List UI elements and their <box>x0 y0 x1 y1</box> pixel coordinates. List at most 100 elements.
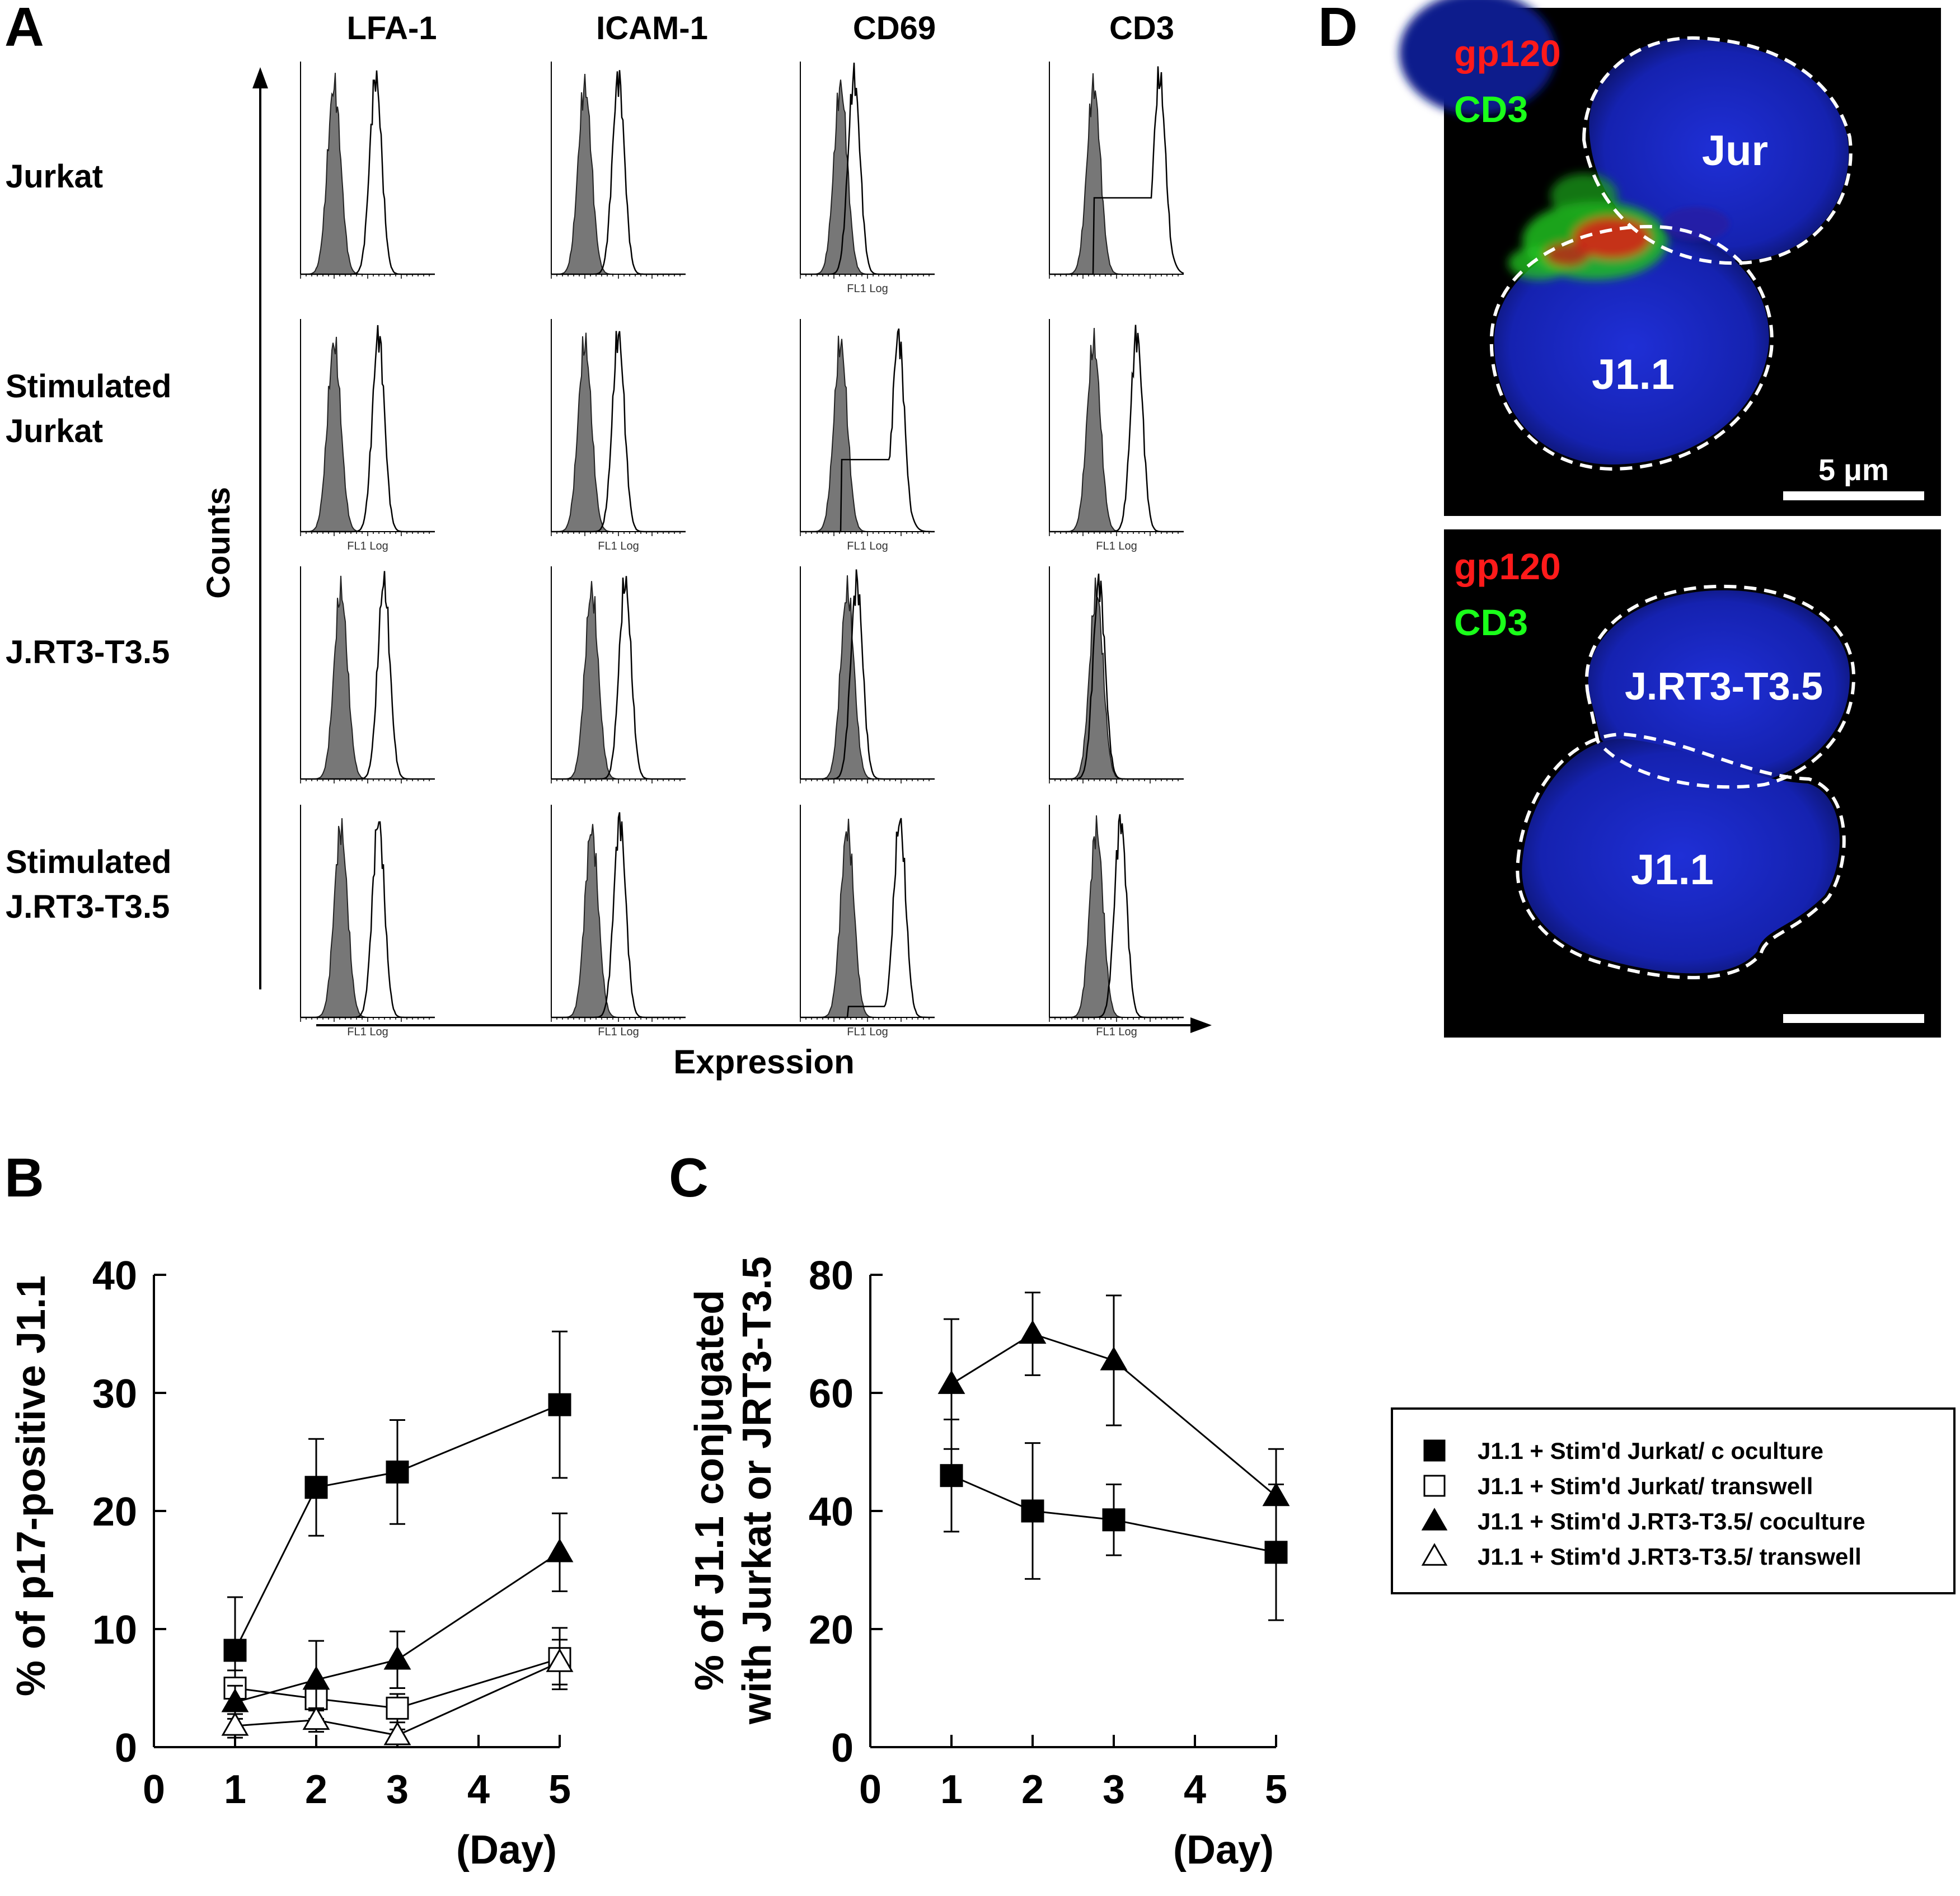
synapse-staining <box>1508 173 1668 280</box>
histogram-r4-c3: FL1 Log <box>800 805 935 1038</box>
data-point-filled-triangle <box>546 1538 574 1562</box>
chart-b-ylabel: % of p17-positive J1.1 <box>9 1275 54 1696</box>
data-point-open-square <box>386 1696 409 1720</box>
counts-label: Counts <box>200 487 237 599</box>
row-labels: Jurkat Stimulated Jurkat J.RT3-T3.5 Stim… <box>6 158 172 925</box>
control-histogram <box>301 575 435 780</box>
j11-nucleus-top <box>1494 229 1769 464</box>
x-tick-label: 4 <box>1184 1767 1206 1812</box>
histogram-r3-c2 <box>551 566 686 783</box>
histogram-r3-c1 <box>300 566 435 783</box>
panel-a: A LFA-1 ICAM-1 CD69 CD3 Jurkat Stimulate… <box>4 0 1212 1081</box>
data-point-filled-square <box>548 1393 571 1416</box>
data-point-filled-triangle <box>1019 1320 1047 1344</box>
j11-outline-bottom <box>1516 732 1846 979</box>
y-tick-label: 20 <box>92 1490 137 1534</box>
panel-d: D gp120 CD3 Jur J1.1 5 μm <box>1318 0 1941 1038</box>
histogram-r1-c3: FL1 Log <box>800 62 935 295</box>
cell-label-j11-top: J1.1 <box>1592 351 1675 398</box>
data-point-filled-square <box>1264 1541 1288 1564</box>
fl1-log-caption: FL1 Log <box>847 1026 888 1038</box>
histogram-r4-c2: FL1 Log <box>551 805 686 1038</box>
stained-histogram <box>301 821 435 1019</box>
histogram-r2-c3: FL1 Log <box>800 319 935 552</box>
control-histogram <box>1049 578 1184 780</box>
expression-label: Expression <box>673 1043 854 1081</box>
chart-c-xlabel: (Day) <box>1173 1828 1274 1872</box>
legend-label: J1.1 + Stim'd Jurkat/ transwell <box>1478 1473 1813 1499</box>
histogram-r2-c2: FL1 Log <box>551 319 686 552</box>
series-line <box>951 1475 1277 1554</box>
fl1-log-caption: FL1 Log <box>598 1026 639 1038</box>
stained-histogram <box>551 70 686 275</box>
chart-b-xlabel: (Day) <box>456 1828 557 1872</box>
stained-histogram <box>800 569 935 780</box>
histogram-r1-c1 <box>300 62 435 279</box>
x-tick-label: 2 <box>305 1767 327 1812</box>
histogram-r4-c1: FL1 Log <box>300 805 435 1038</box>
scalebar-top <box>1783 491 1924 500</box>
chart-c-ylabel-line1: % of J1.1 conjugated <box>687 1290 732 1691</box>
fl1-log-caption: FL1 Log <box>347 540 388 552</box>
legend-item: J1.1 + Stim'd J.RT3-T3.5/ transwell <box>1421 1543 1861 1570</box>
stained-histogram <box>1049 325 1184 533</box>
stained-histogram <box>301 325 435 533</box>
legend-item: J1.1 + Stim'd J.RT3-T3.5/ coculture <box>1421 1508 1865 1534</box>
stained-histogram <box>800 818 935 1019</box>
y-tick-label: 60 <box>809 1372 854 1416</box>
column-header-lfa1: LFA-1 <box>346 10 437 46</box>
micrograph-top: gp120 CD3 Jur J1.1 5 μm <box>1399 0 1941 516</box>
y-tick-label: 0 <box>831 1726 854 1771</box>
y-tick-label: 0 <box>115 1726 137 1771</box>
control-histogram <box>301 73 435 275</box>
series-open-triangle <box>221 1639 574 1745</box>
histogram-r4-c4: FL1 Log <box>1049 805 1184 1038</box>
cell-label-j11-bottom: J1.1 <box>1631 846 1714 894</box>
histogram-r1-c2 <box>551 62 686 279</box>
histogram-grid: FL1 Log FL1 Log FL1 Log FL1 Log FL1 Log FL1 L… <box>300 62 1184 1038</box>
series-filled-triangle <box>221 1512 574 1720</box>
y-tick-label: 40 <box>92 1254 137 1298</box>
stained-histogram <box>1049 573 1184 780</box>
data-point-open-triangle <box>221 1712 249 1736</box>
series-line <box>235 1658 560 1709</box>
legend-label: J1.1 + Stim'd Jurkat/ c oculture <box>1478 1438 1823 1464</box>
row-label-jurkat: Jurkat <box>6 158 103 195</box>
y-tick-label: 10 <box>92 1608 137 1653</box>
histogram-r3-c3 <box>800 566 935 783</box>
fl1-log-caption: FL1 Log <box>347 1026 388 1038</box>
y-tick-label: 40 <box>809 1490 854 1534</box>
j11-outline-top <box>1489 224 1774 471</box>
label-cd3-top: CD3 <box>1454 88 1528 130</box>
legend: J1.1 + Stim'd Jurkat/ c oculture J1.1 + S… <box>1391 1407 1956 1594</box>
jurkat-outline <box>1582 36 1853 265</box>
panel-letter-d: D <box>1318 0 1358 58</box>
cell-label-jrt3: J.RT3-T3.5 <box>1625 664 1823 708</box>
fl1-log-caption: FL1 Log <box>1096 540 1137 552</box>
row-label-stimulated-jurkat-line2: Jurkat <box>6 413 103 449</box>
y-tick-label: 30 <box>92 1372 137 1416</box>
x-tick-label: 5 <box>1265 1767 1287 1812</box>
x-tick-label: 1 <box>224 1767 246 1812</box>
control-histogram <box>551 824 686 1018</box>
x-tick-label: 3 <box>386 1767 409 1812</box>
background-cell <box>1399 0 1556 115</box>
data-point-open-triangle <box>383 1721 411 1745</box>
data-point-filled-square <box>223 1639 247 1662</box>
scalebar-bottom <box>1783 1014 1924 1023</box>
fl1-log-caption: FL1 Log <box>598 540 639 552</box>
stained-histogram <box>1049 814 1184 1019</box>
x-tick-label: 3 <box>1103 1767 1125 1812</box>
panel-c: C % of J1.1 conjugated with Jurkat or JR… <box>669 1147 1290 1872</box>
series-line <box>235 1551 560 1703</box>
panel-b: B % of p17-positive J1.1 (Day) 010203040… <box>4 1147 574 1872</box>
data-point-open-triangle <box>546 1648 574 1672</box>
row-label-stimulated-jurkat-line1: Stimulated <box>6 368 172 405</box>
column-header-icam1: ICAM-1 <box>596 10 708 46</box>
legend-label: J1.1 + Stim'd J.RT3-T3.5/ coculture <box>1478 1508 1865 1534</box>
control-histogram <box>551 332 686 532</box>
row-label-stimulated-jrt3-line2: J.RT3-T3.5 <box>6 889 170 925</box>
stained-histogram <box>551 812 686 1019</box>
x-tick-label: 5 <box>548 1767 571 1812</box>
stained-histogram <box>800 62 935 275</box>
